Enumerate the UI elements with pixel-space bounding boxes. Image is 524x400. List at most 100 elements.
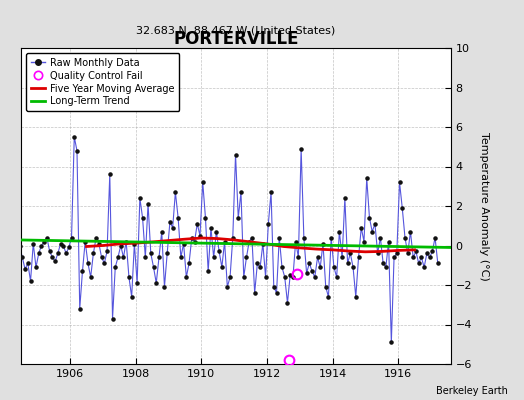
Point (136, 195, 144, 201)
Text: Berkeley Earth: Berkeley Earth (436, 386, 508, 396)
Point (7, 248, 16, 255)
Point (24, 260, 32, 266)
Point (174, 215, 182, 221)
Point (245, 238, 254, 245)
Point (387, 339, 396, 346)
Point (308, 268, 316, 274)
Point (89, 250, 97, 257)
Point (196, 232, 204, 239)
Point (280, 274, 289, 280)
Point (392, 250, 401, 257)
Point (21, 266, 29, 272)
Point (379, 260, 387, 266)
Point (234, 215, 243, 221)
Point (253, 260, 261, 266)
Title: PORTERVILLE: PORTERVILLE (173, 30, 299, 48)
Point (18, 254, 27, 260)
Point (275, 234, 283, 241)
Point (327, 234, 335, 241)
Point (119, 254, 128, 260)
Point (297, 146, 305, 152)
Point (365, 215, 374, 221)
Point (300, 234, 308, 241)
Point (130, 240, 138, 247)
Point (199, 179, 207, 186)
Point (412, 248, 420, 255)
Point (313, 254, 322, 260)
Point (305, 260, 313, 266)
Point (188, 234, 196, 241)
Point (48, 254, 57, 260)
Point (57, 240, 65, 247)
Point (141, 254, 149, 260)
Point (26, 278, 35, 284)
Point (371, 220, 379, 227)
Point (395, 179, 403, 186)
Point (152, 280, 160, 286)
Point (423, 250, 431, 257)
Point (390, 254, 398, 260)
Point (84, 260, 92, 266)
Point (75, 306, 84, 312)
Point (207, 224, 215, 231)
Point (398, 205, 407, 211)
Point (13, 238, 21, 245)
Point (261, 274, 270, 280)
Point (204, 268, 212, 274)
Point (278, 264, 286, 270)
Point (291, 238, 300, 245)
Point (226, 274, 234, 280)
Legend: Raw Monthly Data, Quality Control Fail, Five Year Moving Average, Long-Term Tren: Raw Monthly Data, Quality Control Fail, … (26, 53, 180, 111)
Point (106, 171, 114, 178)
Point (169, 224, 177, 231)
Point (37, 242, 46, 249)
Point (269, 284, 278, 290)
Point (409, 254, 418, 260)
Y-axis label: Temperature Anomaly (°C): Temperature Anomaly (°C) (479, 132, 489, 280)
Point (179, 240, 188, 247)
Point (163, 250, 171, 257)
Point (294, 254, 302, 260)
Point (357, 224, 365, 231)
Point (100, 260, 108, 266)
Point (228, 234, 237, 241)
Point (73, 148, 81, 154)
Point (286, 272, 294, 278)
Point (283, 300, 292, 306)
Point (190, 238, 199, 245)
Point (51, 258, 59, 264)
Point (360, 238, 368, 245)
Point (256, 264, 264, 270)
Point (385, 238, 393, 245)
Point (349, 264, 357, 270)
Point (68, 234, 76, 241)
Point (86, 274, 95, 280)
Point (81, 238, 90, 245)
Point (114, 254, 122, 260)
Point (149, 264, 158, 270)
Point (417, 254, 425, 260)
Point (177, 254, 185, 260)
Point (182, 274, 191, 280)
Point (322, 284, 330, 290)
Point (363, 175, 371, 182)
Point (302, 270, 311, 276)
Point (239, 274, 248, 280)
Point (46, 248, 54, 255)
Point (217, 264, 226, 270)
Point (311, 274, 319, 280)
Point (319, 240, 327, 247)
Point (64, 244, 73, 251)
Point (343, 260, 352, 266)
Point (108, 315, 117, 322)
Point (43, 234, 51, 241)
Point (425, 254, 434, 260)
Point (35, 250, 43, 257)
Point (401, 234, 409, 241)
Point (316, 264, 324, 270)
Point (210, 254, 218, 260)
Point (250, 290, 259, 296)
Point (223, 284, 232, 290)
Point (338, 254, 346, 260)
Point (420, 264, 428, 270)
